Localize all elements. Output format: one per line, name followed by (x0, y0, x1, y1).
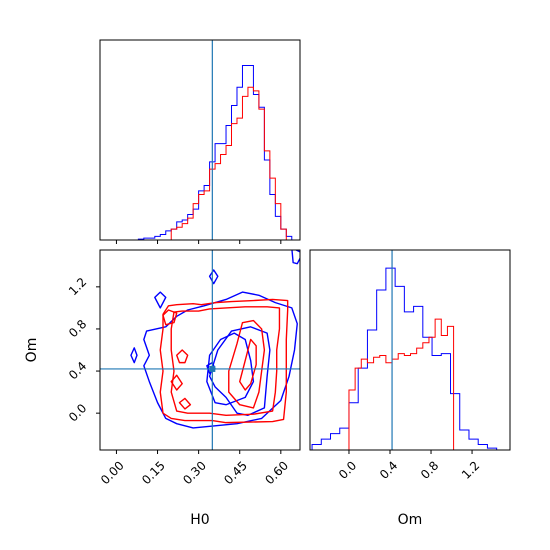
contour-red-1 (170, 306, 281, 416)
panel-frame (309, 249, 511, 451)
y-tick-label: 0.0 (66, 401, 89, 424)
x-tick-label: 0.60 (262, 458, 291, 487)
contour-red-7 (178, 397, 192, 410)
y-tick-label: 0.4 (66, 359, 89, 382)
x-tick-label: 0.00 (98, 458, 127, 487)
contour-blue-4 (291, 250, 300, 265)
contour-red-2 (228, 319, 266, 409)
panel-frame (99, 249, 301, 451)
x-tick-label: 0.15 (139, 458, 168, 487)
contour-blue-0 (143, 291, 298, 429)
panel-H0-histogram (99, 39, 301, 244)
contour-blue-7 (154, 291, 167, 309)
contour-red-4 (162, 309, 178, 326)
truth-marker (209, 365, 216, 372)
contour-blue-1 (208, 326, 271, 416)
contour-red-6 (170, 374, 183, 391)
panel-H0-Om-contour: 0.00 0.15 0.30 0.45 0.60 0.0 0.4 0.8 1.2 (66, 249, 301, 487)
histogram-series-blue (311, 267, 498, 450)
x-axis-label-Om: Om (398, 512, 423, 528)
x-tick-label: 0.45 (221, 458, 250, 487)
histogram-series-red (100, 86, 292, 240)
panel-Om-histogram: 0.0 0.4 0.8 1.2 (309, 249, 511, 482)
histogram-series-red (348, 318, 455, 450)
x-tick-label: 0.30 (180, 458, 209, 487)
contour-blue-6 (208, 269, 219, 285)
histogram-series-blue (100, 64, 293, 240)
x-axis-label-H0: H0 (190, 512, 209, 528)
contour-red-3 (239, 338, 257, 391)
contour-red-5 (176, 349, 189, 364)
y-axis-label-Om: Om (24, 338, 40, 363)
panel-frame (99, 39, 301, 241)
x-tick-label: 0.4 (377, 458, 400, 481)
y-tick-label: 0.8 (66, 317, 89, 340)
contour-red-0 (159, 298, 289, 424)
contour-blue-5 (130, 347, 138, 364)
x-tick-label: 0.0 (336, 458, 359, 481)
y-tick-label: 1.2 (66, 275, 89, 298)
x-tick-label: 1.2 (459, 458, 482, 481)
x-tick-label: 0.8 (418, 458, 441, 481)
